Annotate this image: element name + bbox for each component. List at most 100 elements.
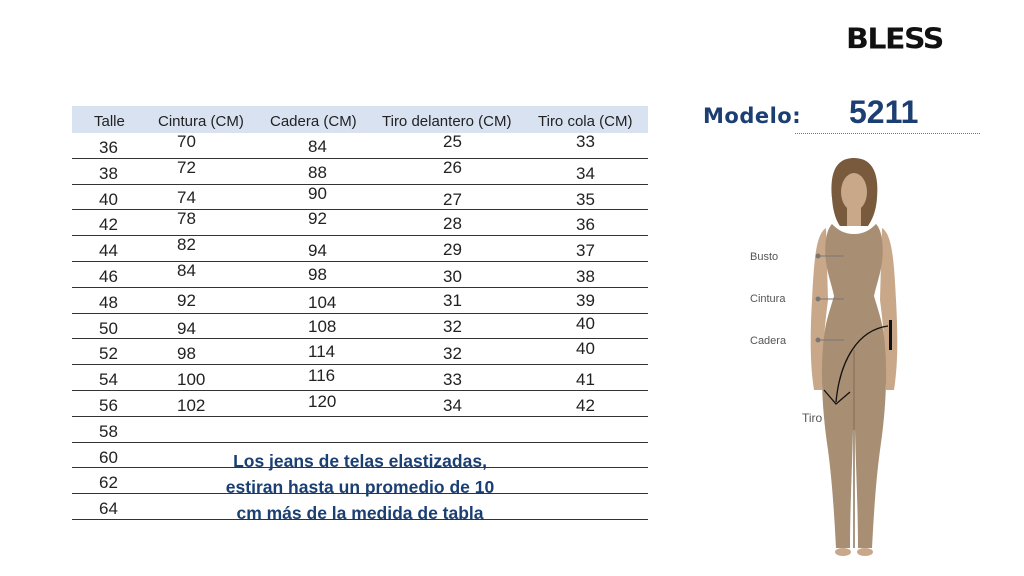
- label-cadera: Cadera: [750, 335, 787, 347]
- cell-cadera: 104: [308, 292, 337, 312]
- cell-cadera: 92: [308, 209, 327, 229]
- cell-tiro-delantero: 31: [443, 290, 462, 310]
- busto-pointer-dot: [815, 253, 821, 259]
- cell-cintura: 100: [177, 370, 206, 390]
- tiro-arrow-head: [823, 389, 851, 405]
- cell-tiro-cola: 40: [576, 313, 595, 333]
- cell-cintura: 98: [177, 344, 196, 364]
- table-row: 50 94 108 32 40: [72, 314, 648, 340]
- cell-cadera: 84: [308, 137, 327, 156]
- tiro-arrow: [835, 325, 889, 403]
- cadera-pointer-dot: [815, 337, 821, 343]
- brand-logo: BLESS: [846, 22, 944, 57]
- cell-cadera: 88: [308, 162, 327, 182]
- table-body: 36 70 84 25 33 38 72 88 26 34 40 74 90 27 35 42 78 92 28 36…: [72, 132, 648, 520]
- cell-talle: 38: [99, 163, 118, 183]
- cell-cintura: 102: [177, 395, 206, 415]
- cell-cadera: 98: [308, 264, 327, 284]
- table-row: 40 74 90 27 35: [72, 183, 648, 211]
- cell-tiro-cola: 42: [576, 395, 595, 415]
- cell-tiro-cola: 37: [576, 241, 595, 261]
- table-row: 42 78 92 28 36: [72, 209, 648, 237]
- table-row: 54 100 116 33 41: [72, 365, 648, 391]
- label-cintura: Cintura: [750, 293, 786, 305]
- cell-talle: 40: [99, 189, 118, 209]
- table-row: 52 98 114 32 40: [72, 339, 648, 366]
- cell-tiro-delantero: 33: [443, 370, 462, 390]
- cell-talle: 64: [99, 499, 118, 519]
- figure-neck: [847, 208, 861, 226]
- cell-talle: 54: [99, 370, 118, 390]
- cell-talle: 58: [99, 421, 118, 441]
- label-busto: Busto: [750, 251, 778, 263]
- header-tiro-delantero: Tiro delantero (CM): [382, 113, 512, 130]
- note-line-2: estiran hasta un promedio de 10: [225, 477, 495, 497]
- cell-cadera: 120: [308, 391, 337, 411]
- table-row: 36 70 84 25 33: [72, 132, 648, 159]
- cell-cintura: 70: [177, 132, 196, 151]
- figure-torso: [824, 224, 884, 336]
- note-line-1: Los jeans de telas elastizadas,: [233, 451, 487, 471]
- cell-talle: 50: [99, 318, 118, 338]
- header-cadera: Cadera (CM): [270, 113, 357, 130]
- header-talle: Talle: [94, 113, 125, 130]
- cell-tiro-delantero: 29: [443, 240, 462, 260]
- table-row: 48 92 104 31 39: [72, 288, 648, 314]
- cell-talle: 42: [99, 215, 118, 235]
- cell-tiro-delantero: 27: [443, 189, 462, 209]
- cell-cintura: 72: [177, 157, 196, 177]
- cell-tiro-cola: 38: [576, 266, 595, 286]
- cell-cadera: 90: [308, 183, 327, 203]
- cell-talle: 56: [99, 395, 118, 415]
- cell-talle: 52: [99, 344, 118, 364]
- cell-cadera: 94: [308, 241, 327, 261]
- table-row: 58: [72, 417, 648, 443]
- tiro-marker: [889, 320, 892, 350]
- cell-cadera: 108: [308, 316, 337, 336]
- model-label: Modelo:: [703, 104, 802, 128]
- table-row: 60: [72, 443, 648, 469]
- model-number: 5211: [849, 94, 919, 130]
- cell-cintura: 78: [177, 209, 196, 229]
- table-row: 56 102 120 34 42: [72, 391, 648, 417]
- cell-talle: 46: [99, 266, 118, 286]
- cell-talle: 44: [99, 241, 118, 261]
- header-tiro-cola: Tiro cola (CM): [538, 113, 633, 130]
- cell-tiro-delantero: 26: [443, 157, 462, 177]
- cell-talle: 60: [99, 447, 118, 467]
- table-row: 46 84 98 30 38: [72, 260, 648, 288]
- figure-right-arm: [880, 228, 898, 390]
- size-table: Talle Cintura (CM) Cadera (CM) Tiro dela…: [72, 106, 648, 520]
- cell-tiro-delantero: 30: [443, 266, 462, 286]
- cell-cadera: 116: [308, 366, 336, 386]
- cell-cintura: 74: [177, 187, 196, 207]
- cell-cintura: 82: [177, 235, 196, 255]
- cell-tiro-cola: 34: [576, 163, 595, 183]
- cell-cintura: 84: [177, 260, 196, 280]
- figure-left-foot: [835, 548, 851, 556]
- table-row: 62: [72, 468, 648, 495]
- cell-tiro-delantero: 25: [443, 132, 462, 151]
- cell-talle: 48: [99, 292, 118, 312]
- model-underline: [795, 133, 980, 134]
- header-cintura: Cintura (CM): [158, 113, 244, 130]
- cell-tiro-cola: 36: [576, 215, 595, 235]
- table-row: 44 82 94 29 37: [72, 235, 648, 262]
- cell-tiro-cola: 33: [576, 132, 595, 151]
- cell-talle: 36: [99, 138, 118, 157]
- cell-tiro-delantero: 32: [443, 316, 462, 336]
- label-tiro: Tiro: [802, 411, 823, 425]
- cell-tiro-delantero: 34: [443, 395, 462, 415]
- cell-tiro-cola: 41: [576, 370, 595, 390]
- table-row: 38 72 88 26 34: [72, 157, 648, 185]
- cell-cadera: 114: [308, 342, 336, 362]
- figure-left-arm: [810, 228, 828, 390]
- figure-face: [841, 173, 867, 211]
- note-line-3: cm más de la medida de tabla: [236, 503, 484, 523]
- cell-cintura: 92: [177, 290, 196, 310]
- table-row: 64: [72, 494, 648, 520]
- cell-tiro-delantero: 32: [443, 344, 462, 364]
- cell-tiro-cola: 39: [576, 290, 595, 310]
- stretch-note: Los jeans de telas elastizadas, estiran …: [72, 448, 758, 526]
- cell-cintura: 94: [177, 318, 196, 338]
